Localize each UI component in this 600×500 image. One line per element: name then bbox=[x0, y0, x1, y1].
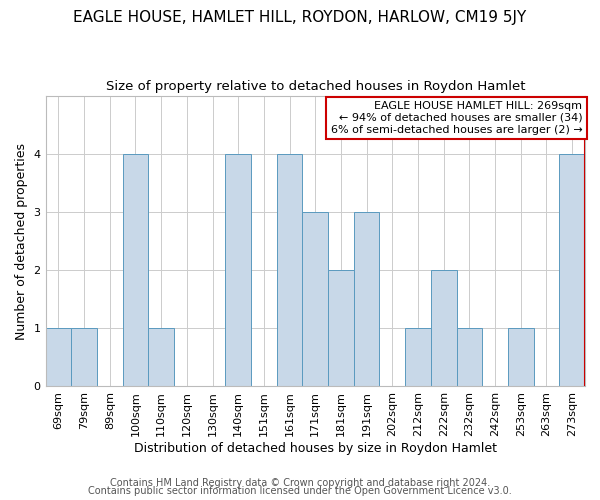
Title: Size of property relative to detached houses in Roydon Hamlet: Size of property relative to detached ho… bbox=[106, 80, 525, 93]
Bar bbox=[71, 328, 97, 386]
Bar bbox=[46, 328, 71, 386]
Bar bbox=[354, 212, 379, 386]
Bar bbox=[508, 328, 533, 386]
Bar bbox=[328, 270, 354, 386]
Y-axis label: Number of detached properties: Number of detached properties bbox=[15, 142, 28, 340]
Bar bbox=[457, 328, 482, 386]
Bar bbox=[277, 154, 302, 386]
Bar bbox=[226, 154, 251, 386]
Text: Contains public sector information licensed under the Open Government Licence v3: Contains public sector information licen… bbox=[88, 486, 512, 496]
Text: EAGLE HOUSE HAMLET HILL: 269sqm
← 94% of detached houses are smaller (34)
6% of : EAGLE HOUSE HAMLET HILL: 269sqm ← 94% of… bbox=[331, 102, 583, 134]
Bar bbox=[302, 212, 328, 386]
Bar bbox=[559, 154, 585, 386]
Bar bbox=[431, 270, 457, 386]
Bar bbox=[148, 328, 174, 386]
Bar bbox=[122, 154, 148, 386]
X-axis label: Distribution of detached houses by size in Roydon Hamlet: Distribution of detached houses by size … bbox=[134, 442, 497, 455]
Text: Contains HM Land Registry data © Crown copyright and database right 2024.: Contains HM Land Registry data © Crown c… bbox=[110, 478, 490, 488]
Text: EAGLE HOUSE, HAMLET HILL, ROYDON, HARLOW, CM19 5JY: EAGLE HOUSE, HAMLET HILL, ROYDON, HARLOW… bbox=[73, 10, 527, 25]
Bar bbox=[405, 328, 431, 386]
